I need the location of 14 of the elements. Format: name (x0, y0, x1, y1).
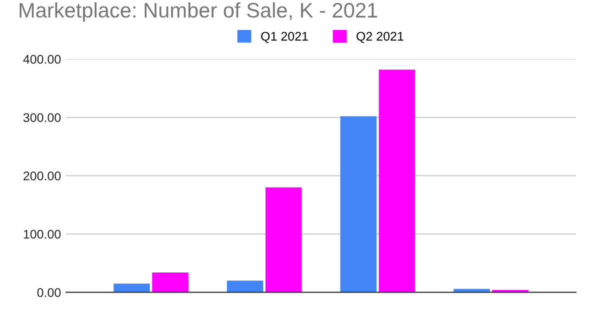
bar (378, 70, 416, 292)
y-tick-label: 100.00 (24, 230, 61, 239)
bar (114, 284, 150, 292)
bar (265, 187, 302, 292)
y-tick-label: 200.00 (24, 172, 61, 180)
bar (340, 116, 377, 292)
bar (152, 272, 188, 292)
y-tick-label: 400.00 (23, 54, 61, 64)
bar (226, 280, 264, 292)
y-tick-label: 300.00 (23, 113, 61, 122)
chart-title: Marketplace: Number of Sale, K - 2021 (20, 2, 378, 22)
y-tick-label: 0.00 (37, 288, 61, 297)
legend-label: Q1 2021 (261, 32, 308, 43)
legend-label: Q2 2021 (356, 32, 404, 43)
